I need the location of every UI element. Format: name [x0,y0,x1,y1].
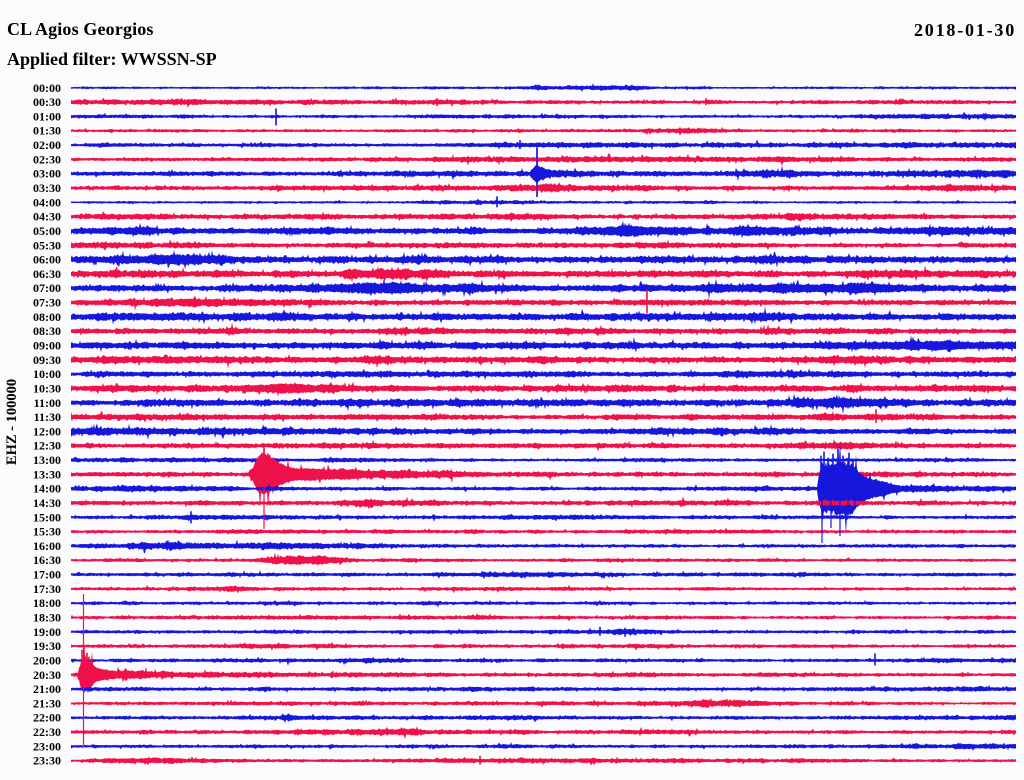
svg-text:2018-01-30: 2018-01-30 [914,20,1016,40]
svg-text:07:30: 07:30 [33,296,61,310]
svg-text:17:00: 17:00 [33,568,61,582]
svg-text:Applied filter: WWSSN-SP: Applied filter: WWSSN-SP [7,49,217,69]
svg-text:00:30: 00:30 [33,95,61,109]
svg-text:17:30: 17:30 [33,582,61,596]
svg-text:13:00: 13:00 [33,453,61,467]
svg-text:12:30: 12:30 [33,439,61,453]
svg-text:21:00: 21:00 [33,682,61,696]
svg-text:15:00: 15:00 [33,510,61,524]
svg-text:06:30: 06:30 [33,267,61,281]
svg-text:07:00: 07:00 [33,281,61,295]
svg-text:03:30: 03:30 [33,181,61,195]
svg-text:02:30: 02:30 [33,152,61,166]
svg-text:20:30: 20:30 [33,668,61,682]
svg-text:23:00: 23:00 [33,739,61,753]
svg-text:08:00: 08:00 [33,310,61,324]
svg-text:19:00: 19:00 [33,625,61,639]
svg-text:05:00: 05:00 [33,224,61,238]
svg-text:11:30: 11:30 [34,410,61,424]
svg-text:19:30: 19:30 [33,639,61,653]
svg-text:23:30: 23:30 [33,754,61,768]
svg-text:10:00: 10:00 [33,367,61,381]
svg-text:22:30: 22:30 [33,725,61,739]
svg-text:08:30: 08:30 [33,324,61,338]
svg-text:20:00: 20:00 [33,653,61,667]
svg-text:04:30: 04:30 [33,210,61,224]
svg-text:16:00: 16:00 [33,539,61,553]
svg-text:21:30: 21:30 [33,696,61,710]
svg-text:18:00: 18:00 [33,596,61,610]
svg-text:18:30: 18:30 [33,610,61,624]
svg-text:02:00: 02:00 [33,138,61,152]
svg-text:16:30: 16:30 [33,553,61,567]
svg-text:12:00: 12:00 [33,424,61,438]
svg-text:09:30: 09:30 [33,353,61,367]
svg-text:14:00: 14:00 [33,482,61,496]
svg-text:05:30: 05:30 [33,238,61,252]
svg-text:13:30: 13:30 [33,467,61,481]
svg-text:22:00: 22:00 [33,711,61,725]
svg-text:03:00: 03:00 [33,167,61,181]
svg-text:11:00: 11:00 [34,396,61,410]
svg-text:04:00: 04:00 [33,195,61,209]
svg-text:14:30: 14:30 [33,496,61,510]
svg-text:15:30: 15:30 [33,525,61,539]
svg-text:EHZ - 100000: EHZ - 100000 [4,379,20,465]
svg-text:00:00: 00:00 [33,81,61,95]
svg-text:01:00: 01:00 [33,109,61,123]
svg-text:CL Agios Georgios: CL Agios Georgios [7,19,154,39]
svg-text:01:30: 01:30 [33,124,61,138]
svg-text:10:30: 10:30 [33,381,61,395]
svg-text:06:00: 06:00 [33,253,61,267]
svg-text:09:00: 09:00 [33,338,61,352]
